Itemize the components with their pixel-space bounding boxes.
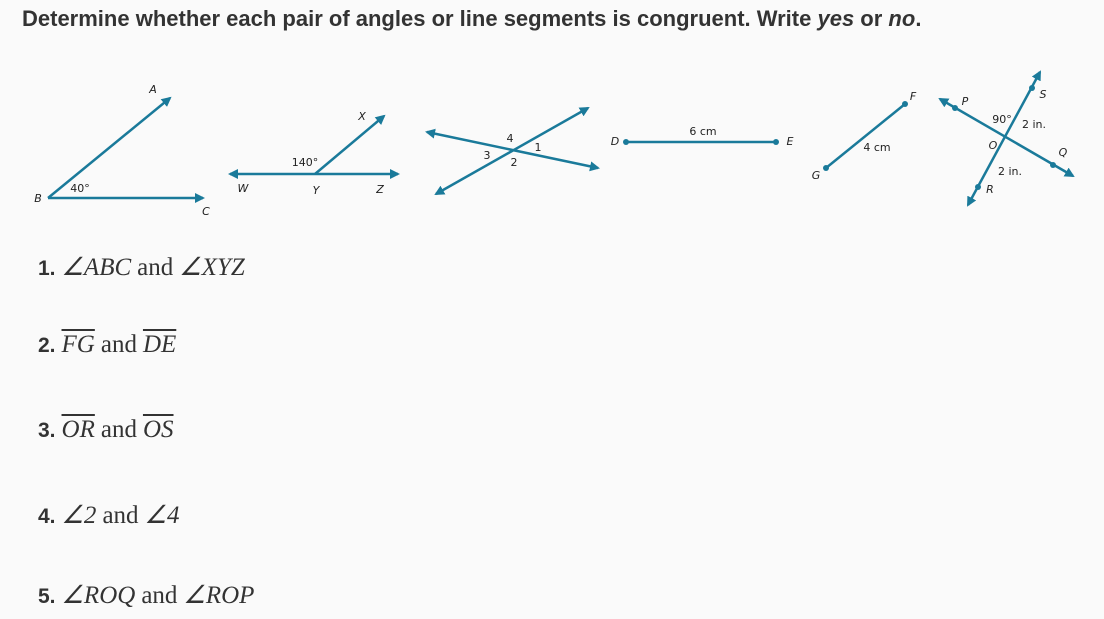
text: . [915, 6, 922, 31]
label: S [1040, 88, 1047, 101]
joiner: and [141, 582, 178, 609]
label: R [986, 183, 994, 196]
number: 1. [38, 257, 56, 280]
left: OR [61, 416, 95, 443]
label: Q [1059, 146, 1068, 159]
label: 2 in. [1022, 118, 1046, 131]
label: E [787, 135, 794, 148]
question: 5. ∠ROQ and ∠ROP [38, 580, 254, 610]
right: DE [142, 331, 177, 358]
label: O [989, 139, 998, 152]
left: FG [61, 331, 95, 358]
label: X [357, 110, 366, 123]
left: ∠ABC [61, 254, 132, 281]
question: 3. OR and OS [38, 416, 174, 444]
label: 4 [507, 132, 514, 145]
joiner: and [100, 416, 137, 443]
label: 90° [992, 113, 1012, 126]
number: 3. [38, 419, 56, 442]
label: 1 [535, 141, 542, 154]
label: Z [375, 183, 384, 196]
question: 1. ∠ABC and ∠XYZ [38, 252, 245, 282]
text: yes [817, 6, 855, 31]
number: 4. [38, 505, 56, 528]
instruction: Determine whether each pair of angles or… [22, 6, 921, 32]
label: F [910, 90, 917, 103]
label: A [148, 83, 157, 96]
right: ∠ROP [183, 582, 255, 609]
label: 4 cm [863, 141, 890, 154]
figure-lines [47, 70, 1075, 207]
number: 2. [38, 334, 56, 357]
left: ∠ROQ [61, 582, 136, 609]
label: G [812, 169, 821, 182]
label: D [611, 135, 619, 148]
text: Determine whether each pair of angles or… [22, 6, 818, 31]
right: ∠XYZ [179, 254, 245, 281]
text: or [854, 6, 889, 31]
label: 3 [484, 149, 491, 162]
label: P [962, 95, 969, 108]
label: 40° [70, 182, 90, 195]
label: Y [313, 184, 321, 197]
label: 2 in. [998, 165, 1022, 178]
left: ∠2 [61, 502, 97, 529]
right: ∠4 [144, 502, 180, 529]
label: 6 cm [689, 125, 716, 138]
label: 2 [511, 156, 518, 169]
label: W [238, 182, 250, 195]
label: B [34, 192, 42, 205]
label: 140° [292, 156, 319, 169]
right: OS [142, 416, 174, 443]
label: C [202, 205, 210, 218]
figures: A B C 40° X W Y Z 140° 1 2 3 4 D E 6 cm … [34, 70, 1075, 218]
question: 4. ∠2 and ∠4 [38, 500, 179, 530]
question: 2. FG and DE [38, 331, 176, 359]
joiner: and [102, 502, 139, 529]
joiner: and [100, 331, 137, 358]
joiner: and [137, 254, 174, 281]
number: 5. [38, 585, 56, 608]
text: no [888, 6, 916, 31]
